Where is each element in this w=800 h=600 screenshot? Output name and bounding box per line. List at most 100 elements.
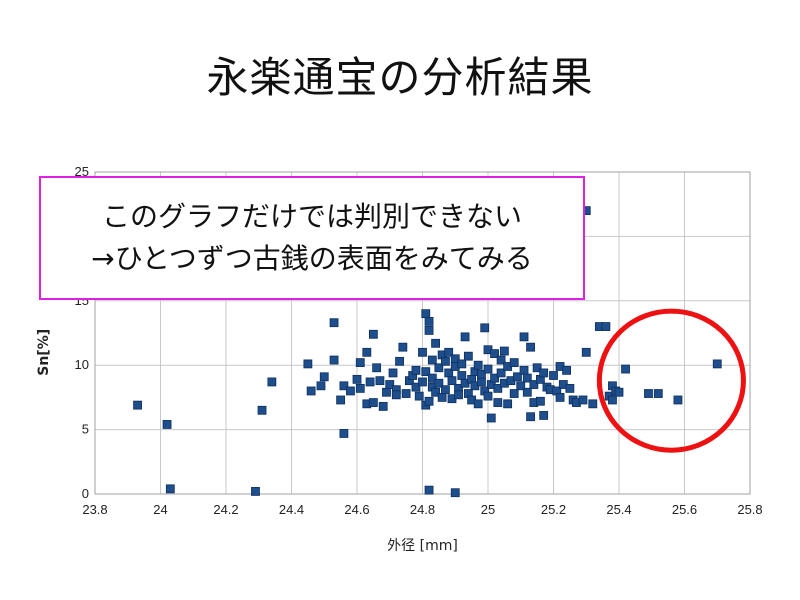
- data-point: [401, 389, 411, 398]
- data-point: [526, 412, 535, 422]
- data-point: [165, 484, 175, 494]
- data-point: [421, 367, 431, 377]
- data-point: [372, 363, 382, 373]
- data-point: [457, 371, 467, 380]
- data-point: [362, 347, 372, 357]
- x-tick-label: 25.4: [606, 502, 631, 517]
- data-point: [395, 356, 404, 366]
- data-point: [424, 485, 434, 495]
- data-point: [463, 351, 473, 361]
- data-point: [490, 373, 499, 383]
- data-point: [513, 372, 522, 382]
- data-point: [339, 381, 349, 391]
- data-point: [493, 398, 503, 407]
- slide-title: 永楽通宝の分析結果: [206, 53, 594, 102]
- data-point: [608, 395, 617, 405]
- data-point: [424, 396, 434, 406]
- data-point: [306, 386, 316, 396]
- data-point: [414, 391, 424, 401]
- data-point: [653, 389, 663, 398]
- data-point: [457, 359, 467, 369]
- data-point: [562, 365, 571, 375]
- data-point: [398, 342, 408, 352]
- data-point: [536, 396, 545, 406]
- data-point: [601, 322, 611, 331]
- data-point: [493, 383, 503, 393]
- data-point: [532, 363, 542, 373]
- data-point: [522, 387, 532, 397]
- y-tick-label: 0: [82, 486, 89, 501]
- data-point: [352, 374, 362, 384]
- data-point: [549, 371, 558, 380]
- data-point: [355, 358, 365, 368]
- data-point: [133, 400, 142, 410]
- data-point: [447, 376, 457, 386]
- data-point: [382, 387, 391, 397]
- data-point: [162, 420, 172, 429]
- callout-box: このグラフだけでは判別できない →ひとつずつ古銭の表面をみてみる: [39, 176, 585, 300]
- x-tick-label: 25.2: [541, 502, 566, 517]
- data-point: [437, 392, 447, 402]
- data-point: [316, 381, 326, 391]
- y-tick-label: 5: [82, 422, 89, 437]
- data-point: [427, 355, 437, 365]
- data-point: [251, 487, 260, 496]
- data-point: [473, 399, 483, 409]
- data-point: [431, 387, 441, 397]
- x-axis-tick-labels: 23.8 24 24.2 24.4 24.6 24.8 25 25.2 25.4 25.6 25.8: [82, 502, 762, 517]
- data-point: [483, 364, 493, 374]
- data-point: [421, 309, 431, 319]
- data-point: [424, 326, 434, 335]
- callout-line-1: このグラフだけでは判別できない: [101, 200, 522, 233]
- y-tick-label: 10: [75, 357, 89, 372]
- data-point: [434, 378, 444, 388]
- x-tick-label: 24: [153, 502, 167, 517]
- data-point: [486, 413, 496, 423]
- x-tick-label: 23.8: [82, 502, 107, 517]
- data-point: [509, 358, 519, 368]
- x-tick-label: 25.8: [737, 502, 762, 517]
- data-point: [526, 342, 535, 352]
- data-point: [431, 338, 441, 348]
- data-point: [355, 383, 365, 393]
- data-point: [539, 368, 549, 378]
- data-point: [539, 411, 549, 420]
- x-tick-label: 24.6: [344, 502, 369, 517]
- data-point: [319, 372, 329, 382]
- data-point: [434, 363, 444, 373]
- data-point: [444, 347, 454, 357]
- data-point: [339, 429, 349, 438]
- data-point: [368, 329, 378, 339]
- data-point: [303, 359, 313, 369]
- data-point: [441, 385, 450, 395]
- data-point: [565, 383, 575, 393]
- data-point: [614, 387, 624, 397]
- data-point: [496, 355, 506, 365]
- data-point: [346, 386, 355, 396]
- data-point: [499, 346, 509, 356]
- data-point: [365, 377, 375, 387]
- data-point: [424, 317, 434, 326]
- data-point: [496, 368, 506, 378]
- data-point: [267, 377, 277, 387]
- data-point: [522, 373, 532, 383]
- data-point: [516, 381, 526, 391]
- x-tick-label: 25: [481, 502, 495, 517]
- data-point: [460, 332, 470, 342]
- data-point: [621, 364, 630, 374]
- callout-line-2: →ひとつずつ古銭の表面をみてみる: [91, 242, 533, 275]
- data-point: [588, 399, 598, 409]
- plot-area-border: [94, 171, 751, 495]
- data-point: [473, 360, 483, 370]
- data-point: [712, 359, 722, 369]
- data-point: [477, 369, 486, 379]
- data-point: [644, 389, 653, 398]
- data-point: [673, 395, 683, 405]
- data-point: [329, 355, 339, 365]
- x-tick-label: 24.4: [279, 502, 304, 517]
- data-point: [581, 347, 591, 357]
- data-point: [529, 380, 539, 389]
- data-point: [490, 349, 499, 359]
- data-point: [450, 488, 460, 498]
